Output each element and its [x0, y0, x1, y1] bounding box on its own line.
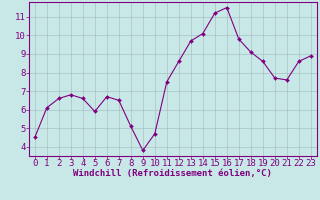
X-axis label: Windchill (Refroidissement éolien,°C): Windchill (Refroidissement éolien,°C)	[73, 169, 272, 178]
